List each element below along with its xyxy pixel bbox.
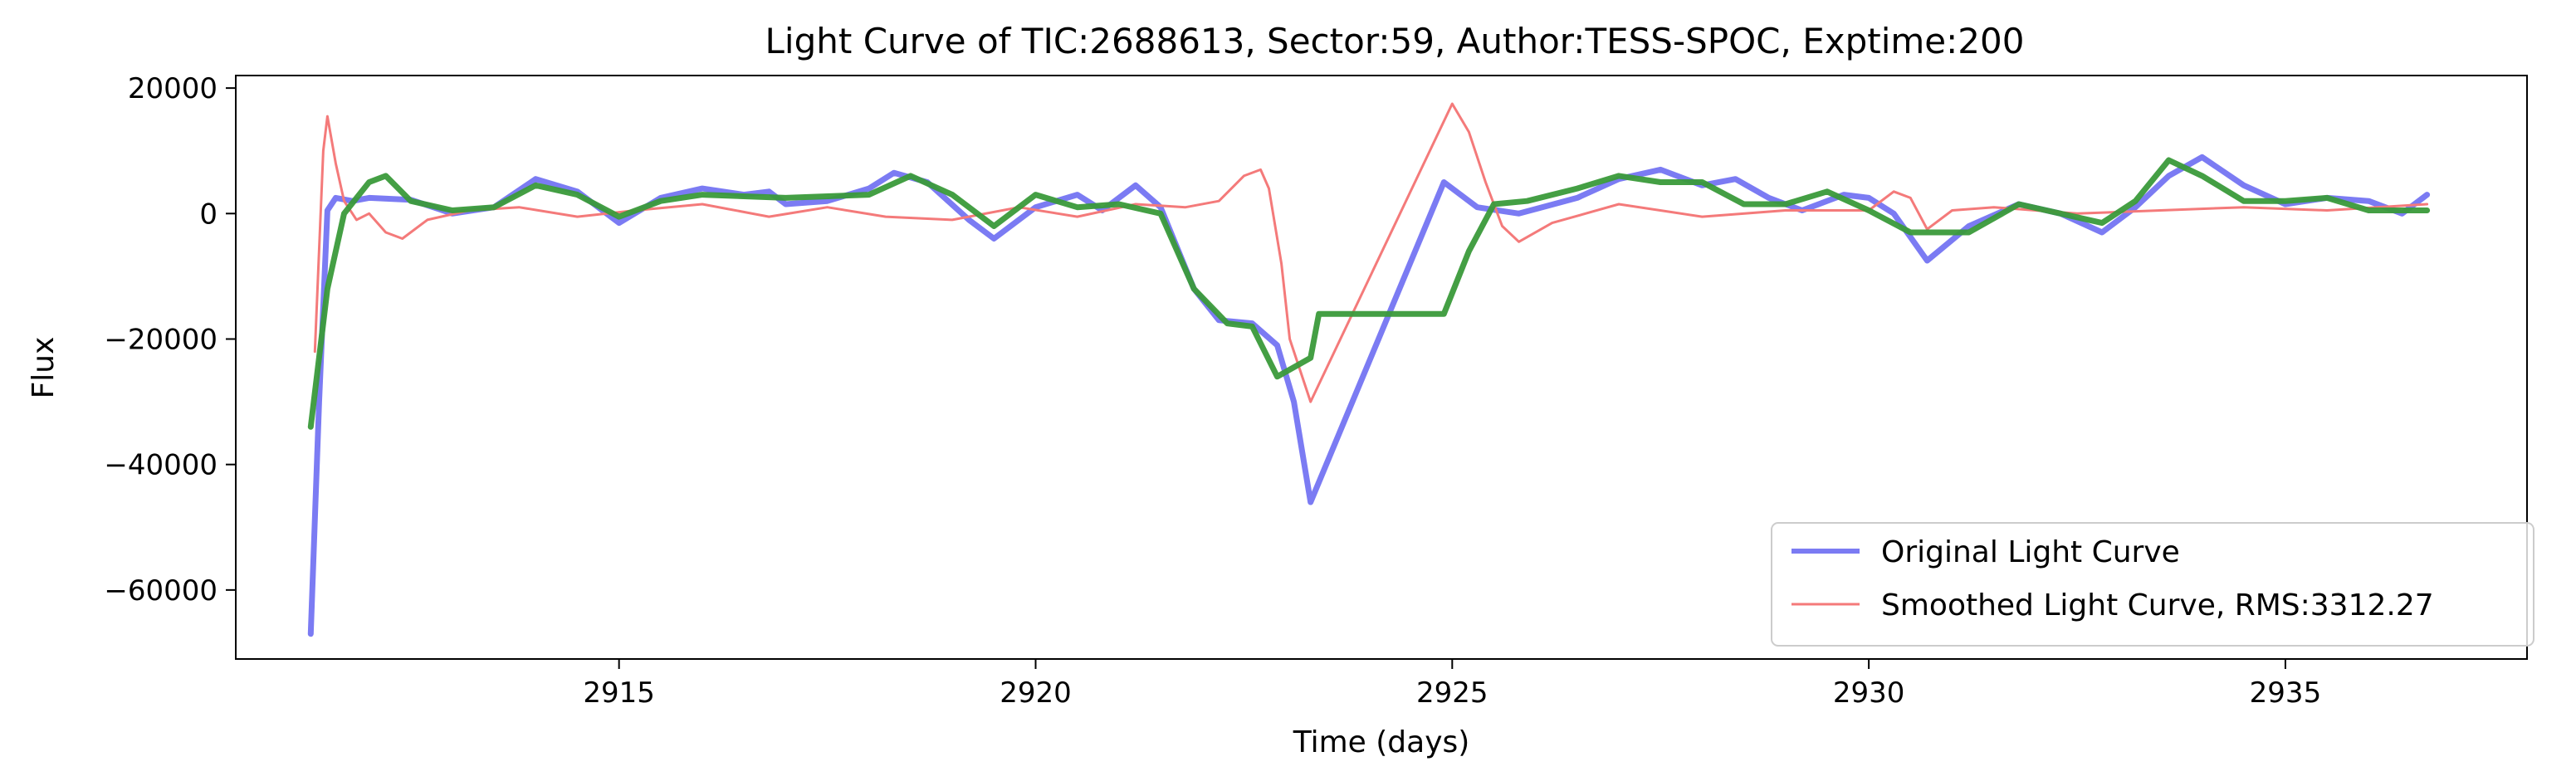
x-tick-label: 2920: [1000, 676, 1072, 710]
legend-box: [1771, 522, 2534, 647]
y-tick-label: 20000: [128, 72, 218, 105]
y-tick-label: 0: [199, 198, 218, 231]
x-axis: 2915 2920 2925 2930 2935: [583, 659, 2321, 710]
chart-title: Light Curve of TIC:2688613, Sector:59, A…: [765, 21, 2025, 61]
y-tick-label: −60000: [104, 574, 218, 608]
y-axis-label: Flux: [27, 337, 61, 399]
legend: Original Light Curve Smoothed Light Curv…: [1771, 522, 2534, 647]
x-tick-label: 2915: [583, 676, 655, 710]
y-tick-label: −40000: [104, 449, 218, 482]
x-axis-label: Time (days): [1293, 725, 1470, 759]
x-tick-label: 2930: [1833, 676, 1905, 710]
x-tick-label: 2935: [2250, 676, 2322, 710]
y-tick-label: −20000: [104, 323, 218, 356]
legend-label-original: Original Light Curve: [1881, 535, 2180, 569]
plot-area: [307, 102, 2431, 637]
y-axis: −60000 −40000 −20000 0 20000: [104, 72, 236, 608]
series-fit-curve: [307, 157, 2431, 430]
x-tick-label: 2925: [1416, 676, 1488, 710]
axes-frame: [235, 75, 2528, 660]
series-smoothed-light-curve: [313, 102, 2429, 403]
legend-label-smoothed: Smoothed Light Curve, RMS:3312.27: [1881, 588, 2434, 622]
